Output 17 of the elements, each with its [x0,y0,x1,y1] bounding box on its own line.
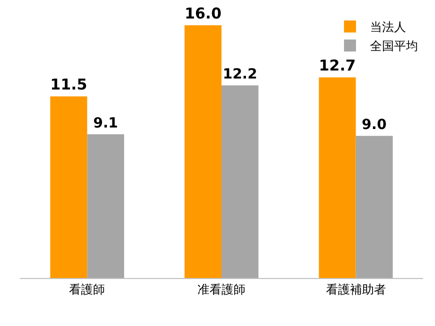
bar [87,134,124,278]
bar [356,136,393,278]
data-label: 9.0 [362,116,387,133]
bar [222,85,258,278]
x-tick-label: 看護補助者 [326,282,386,296]
bar [318,77,356,278]
legend-label: 全国平均 [370,39,418,54]
data-label: 16.0 [184,4,222,23]
bar [50,96,88,278]
data-label: 12.2 [222,66,258,82]
bar [184,25,222,278]
x-tick-label: 看護師 [69,282,106,296]
data-label: 9.1 [93,115,118,132]
legend-label: 当法人 [370,20,406,34]
data-label: 12.7 [318,56,356,75]
x-tick-label: 准看護師 [198,282,246,296]
data-label: 11.5 [50,76,88,94]
